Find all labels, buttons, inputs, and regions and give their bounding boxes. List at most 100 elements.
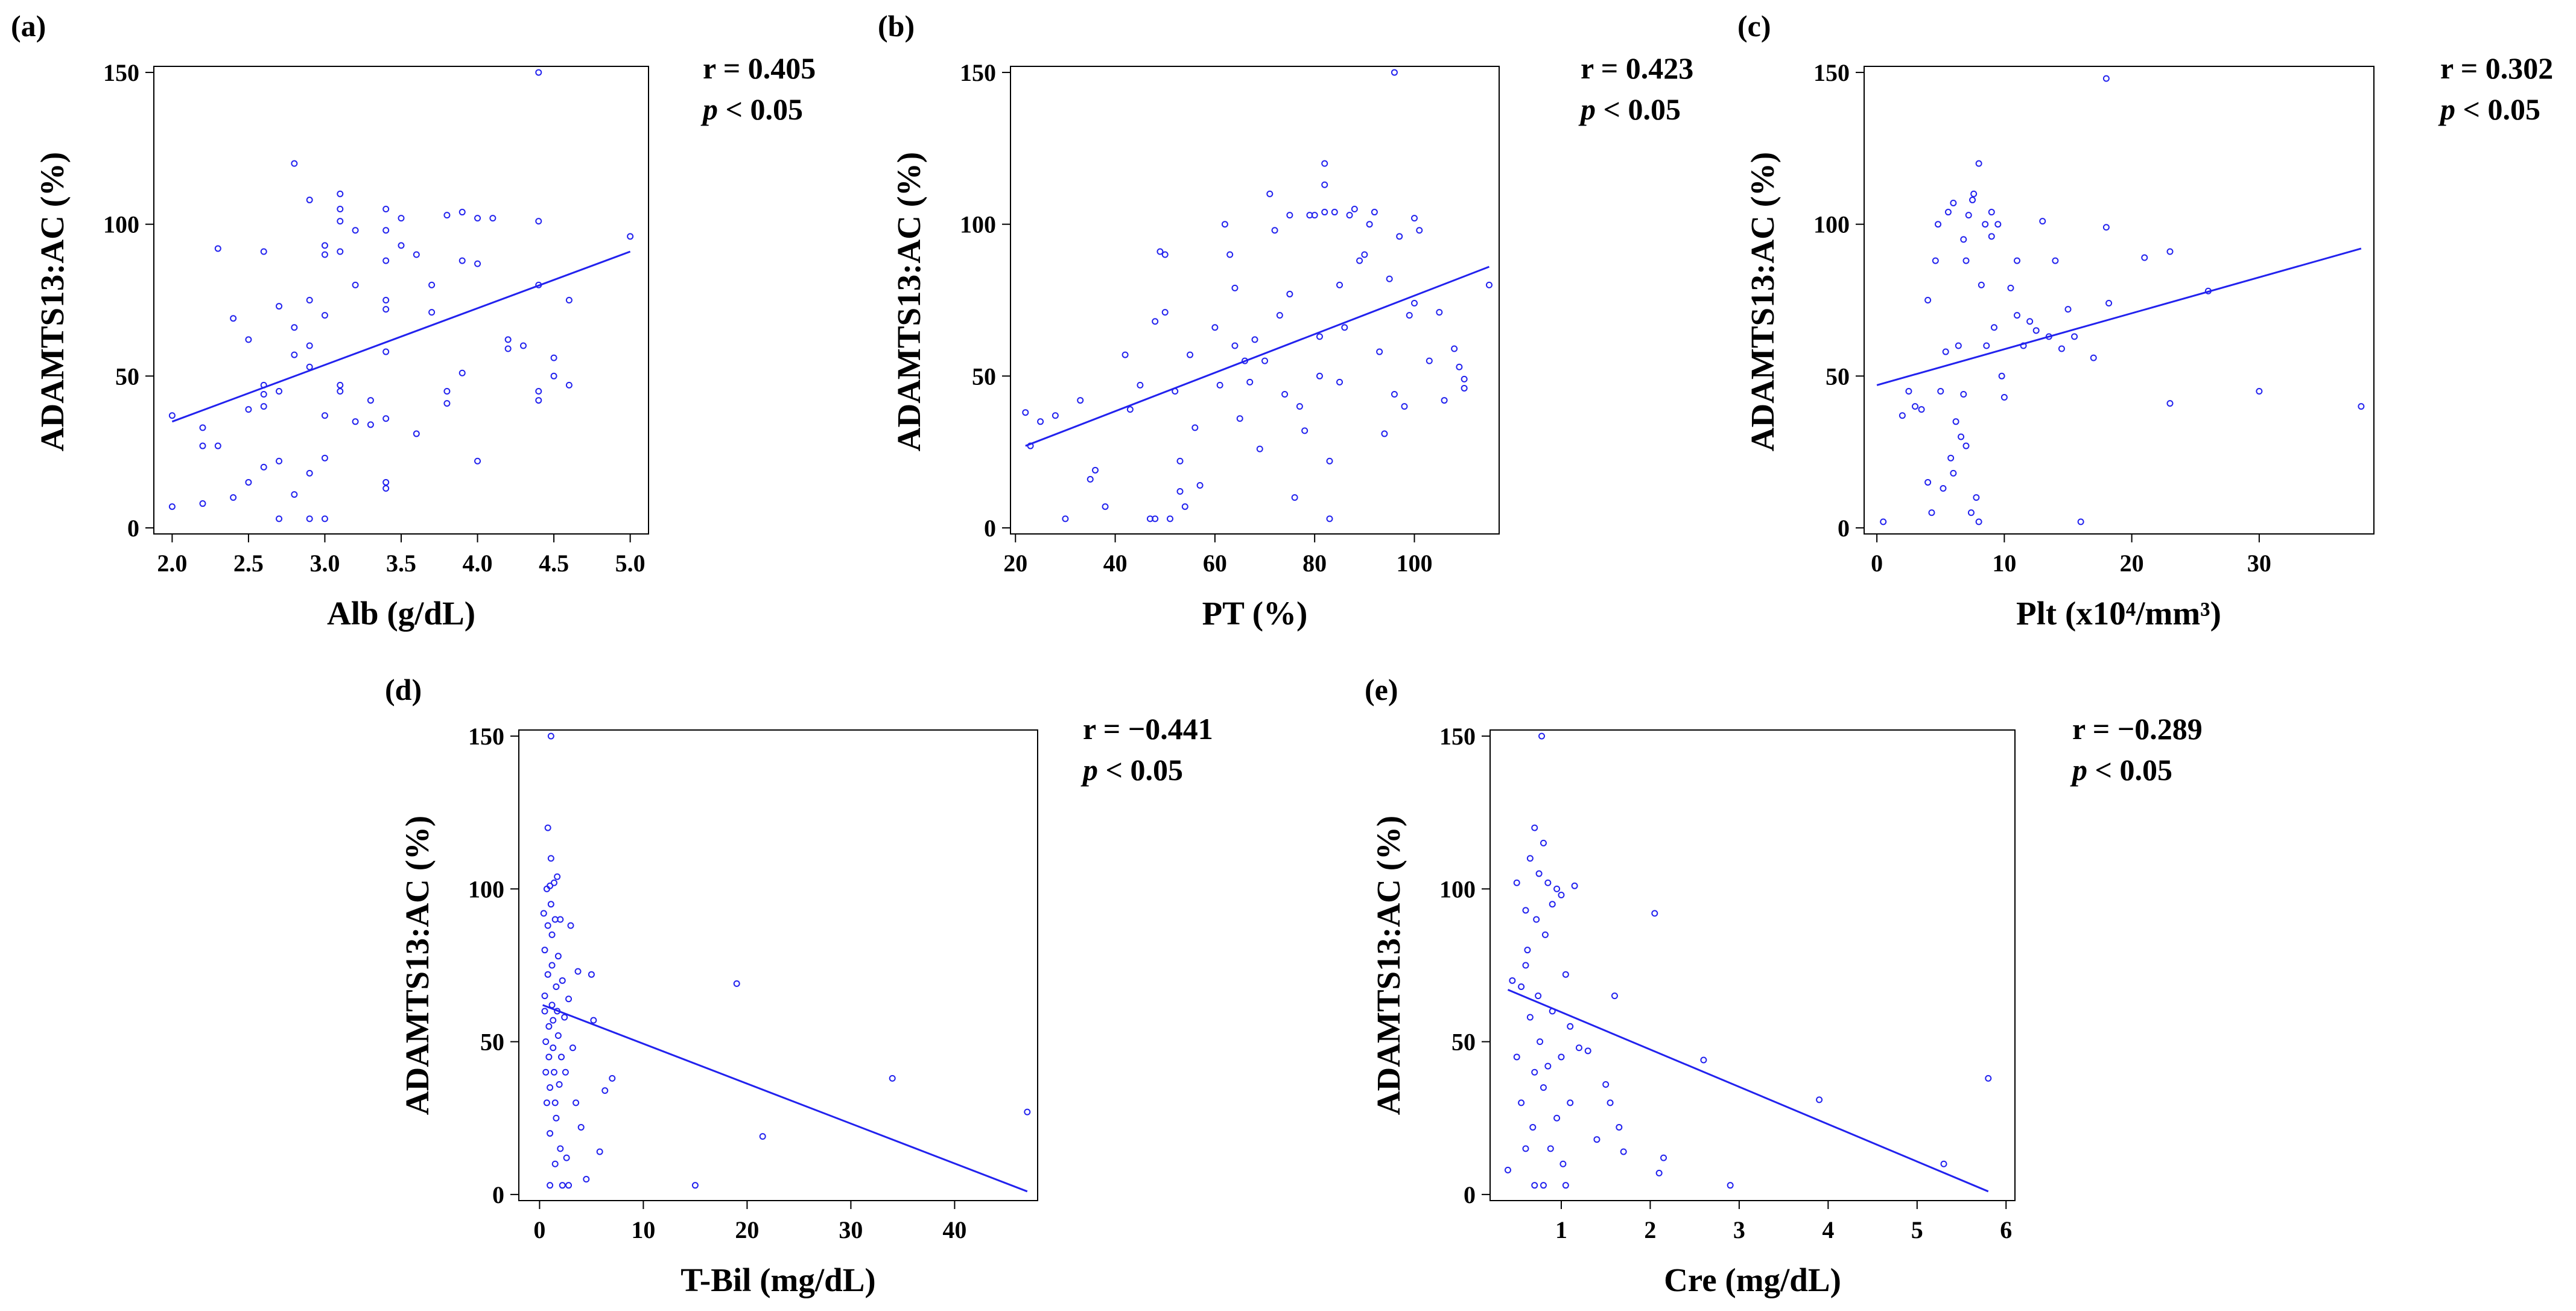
x-axis-title: T-Bil (mg/dL) [680,1262,875,1298]
data-point [413,430,420,437]
data-point [168,503,176,510]
data-point [1537,1038,1544,1046]
data-point [1216,381,1223,389]
y-tick-label: 0 [1464,1181,1476,1208]
data-point [474,215,481,222]
data-point [1087,475,1094,483]
p-value-threshold: < 0.05 [2455,92,2540,126]
data-point [573,1099,580,1106]
data-point [1611,992,1618,1000]
data-point [1121,351,1129,358]
data-point [2358,403,2365,410]
y-tick-label: 50 [480,1029,504,1056]
data-point [1231,342,1239,349]
data-point [1371,209,1378,216]
x-axis-title: Alb (g/dL) [327,595,475,632]
data-point [1985,1075,1992,1082]
data-point [458,369,466,376]
data-point [321,242,328,249]
data-point [547,1130,554,1137]
data-point [382,485,390,492]
data-point [2064,306,2072,313]
x-tick-label: 0 [1871,550,1883,577]
data-point [1102,503,1109,510]
data-point [1969,196,1976,203]
p-value: p < 0.05 [2070,753,2172,787]
data-point [1326,457,1333,465]
panel-label: (c) [1737,9,1771,43]
panel-label: (a) [11,9,46,43]
data-point [1620,1148,1627,1155]
data-point [1535,992,1542,1000]
x-axis-title: Cre (mg/dL) [1664,1262,1841,1298]
data-point [321,515,328,522]
data-point [1975,160,1982,167]
data-point [199,442,206,449]
data-point [306,469,313,477]
data-point [1965,212,1972,219]
data-point [1152,515,1159,522]
regression-line [1507,989,1989,1193]
data-point [1226,251,1234,258]
data-point [1937,387,1944,395]
data-point [1535,870,1543,877]
data-point [2058,345,2065,352]
data-point [565,297,573,303]
data-point [1211,324,1219,331]
data-point [1441,397,1448,404]
y-tick-label: 100 [103,211,139,238]
data-point [1655,1169,1663,1176]
data-point [1416,227,1423,234]
data-point [1960,391,1967,398]
data-point [337,248,344,255]
data-point [1381,430,1388,437]
data-point [1426,357,1433,364]
y-tick-label: 0 [984,515,996,542]
data-point [1518,1099,1525,1106]
y-tick-label: 0 [492,1181,504,1208]
data-point [542,1038,550,1046]
data-point [540,910,547,917]
data-point [306,515,313,522]
data-point [474,260,481,267]
data-point [1970,190,1978,197]
y-tick-label: 100 [1439,875,1476,903]
data-point [554,1032,562,1039]
data-point [443,387,451,395]
data-point [1276,312,1283,319]
data-point [1988,209,1995,216]
data-point [398,215,405,222]
x-tick-label: 40 [1103,550,1128,577]
y-tick-label: 150 [103,59,139,86]
data-point [1022,409,1029,416]
x-tick-label: 2 [1644,1216,1656,1243]
data-point [1905,387,1912,395]
data-point [1924,478,1932,486]
y-axis-title: ADAMTS13:AC (%) [1370,816,1407,1115]
data-point [352,281,359,288]
data-point [1960,236,1967,243]
data-point [1955,342,1962,349]
data-point [1251,336,1258,343]
plot-frame [1010,66,1500,535]
x-tick-label: 30 [2247,550,2271,577]
data-point [1321,160,1328,167]
data-point [1607,1099,1614,1106]
data-point [1176,488,1184,495]
x-tick-label: 80 [1302,550,1327,577]
y-tick-label: 50 [1451,1029,1476,1056]
data-point [550,1017,557,1024]
data-point [1126,406,1134,413]
x-tick-label: 20 [2120,550,2144,577]
data-point [1983,342,1990,349]
data-point [1973,494,1980,501]
data-point [2026,318,2034,325]
x-tick-label: 20 [1003,550,1027,577]
x-tick-label: 4.5 [539,550,569,577]
data-point [889,1075,896,1082]
data-point [1336,378,1344,386]
data-point [1544,1062,1552,1070]
data-point [1967,509,1975,516]
data-point [1522,962,1529,969]
data-point [1396,233,1403,240]
